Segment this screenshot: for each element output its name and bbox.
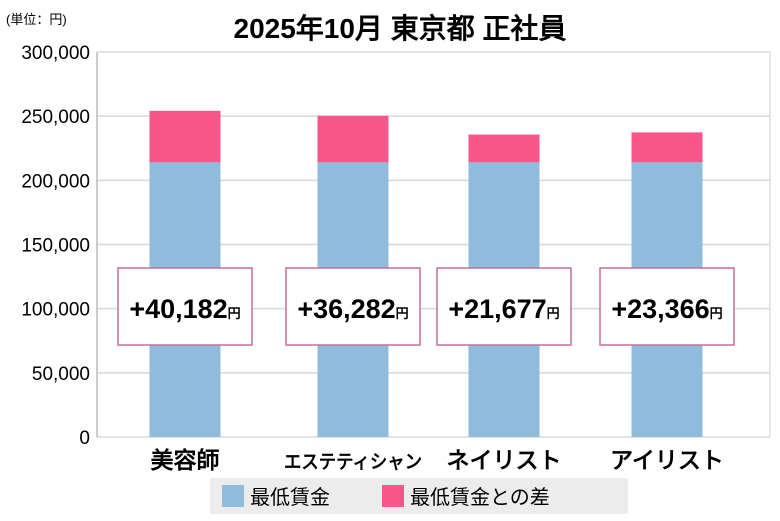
legend-swatch-base	[222, 485, 244, 507]
data-label-group: +21,677円	[448, 294, 559, 324]
y-tick-label: 300,000	[21, 43, 90, 64]
x-tick-label: エステティシャン	[284, 452, 422, 473]
data-label-box	[599, 267, 735, 346]
y-tick-label: 250,000	[21, 107, 90, 128]
chart-title: 2025年10月 東京都 正社員	[234, 12, 567, 44]
data-label: +40,182	[129, 294, 227, 324]
data-label-unit: 円	[228, 306, 241, 321]
y-tick-label: 50,000	[32, 364, 90, 385]
data-label-unit: 円	[547, 306, 560, 321]
legend-label: 最低賃金との差	[410, 486, 550, 509]
y-tick-label: 100,000	[21, 300, 90, 321]
y-tick-label: 0	[79, 428, 90, 449]
unit-label: (単位：円)	[6, 12, 67, 27]
data-label-unit: 円	[396, 306, 409, 321]
data-label-box	[436, 267, 572, 346]
bar-diff	[631, 132, 703, 163]
y-tick-label: 150,000	[21, 236, 90, 257]
data-label-group: +40,182円	[129, 294, 240, 324]
data-label-box	[285, 267, 421, 346]
legend-swatch-diff	[382, 485, 404, 507]
y-tick-label: 200,000	[21, 171, 90, 192]
data-label: +36,282	[297, 294, 395, 324]
legend-label: 最低賃金	[250, 486, 330, 509]
legend-box	[210, 478, 628, 514]
x-tick-label: アイリスト	[610, 447, 724, 473]
x-tick-label: ネイリスト	[447, 447, 562, 473]
x-tick-label: 美容師	[151, 447, 220, 473]
data-label-unit: 円	[710, 306, 723, 321]
bar-diff	[468, 134, 540, 163]
data-label: +21,677	[448, 294, 546, 324]
data-label-group: +36,282円	[297, 294, 408, 324]
data-label-box	[117, 267, 253, 346]
data-label-group: +23,366円	[611, 294, 722, 324]
bar-diff	[317, 115, 389, 163]
data-label: +23,366	[611, 294, 709, 324]
bar-diff	[149, 110, 221, 163]
